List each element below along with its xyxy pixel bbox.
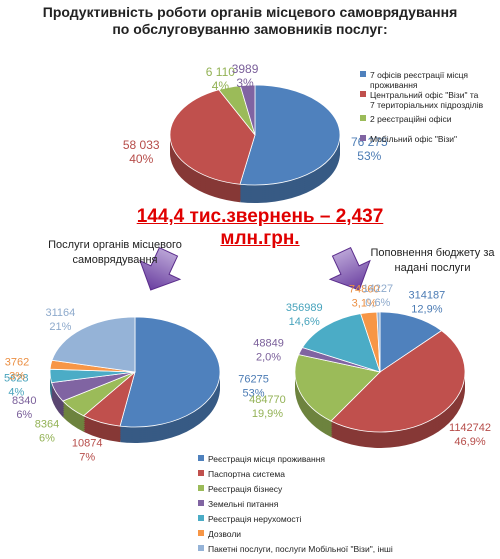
- legend-label: Дозволи: [208, 529, 242, 539]
- value-label: 76275: [238, 374, 269, 386]
- legend-swatch: [198, 455, 204, 461]
- slice: [239, 84, 341, 186]
- title: Продуктивність роботи органів місцевого …: [42, 4, 458, 37]
- legend-swatch: [360, 71, 366, 77]
- percent-label: 14,6%: [289, 316, 320, 328]
- legend-label: Реєстрація бізнесу: [208, 484, 283, 494]
- legend-label: Мобільний офіс "Візи": [370, 134, 458, 144]
- value-label: 8364: [35, 419, 59, 431]
- value-label: 5628: [4, 372, 28, 384]
- slice: [301, 313, 381, 373]
- value-label: 74860: [349, 284, 380, 296]
- slice: [239, 84, 256, 136]
- legend-label: Центральний офіс "Візи" та 7 територіаль…: [370, 90, 484, 110]
- legend-swatch: [198, 485, 204, 491]
- slice: [330, 330, 466, 433]
- slice: [294, 354, 381, 422]
- slice: [376, 311, 381, 373]
- percent-label: 40%: [129, 152, 153, 166]
- headline: 144,4 тис.звернень – 2,437 млн.грн.: [136, 206, 384, 249]
- percent-label: 46,9%: [454, 436, 485, 448]
- percent-label: 6%: [39, 433, 55, 445]
- value-label: 1142742: [449, 422, 491, 434]
- value-label: 484770: [249, 394, 286, 406]
- legend-swatch: [360, 91, 366, 97]
- legend-label: Паспортна система: [208, 469, 285, 479]
- legend-label: Реєстрація нерухомості: [208, 514, 302, 524]
- percent-label: 6%: [16, 409, 32, 421]
- legend-swatch: [198, 515, 204, 521]
- legend-label: Пакетні послуги, послуги Мобільної "Візи…: [208, 544, 393, 554]
- percent-label: 21%: [49, 321, 71, 333]
- value-label: 356989: [286, 302, 323, 314]
- percent-label: 53%: [243, 388, 265, 400]
- percent-label: 3%: [9, 371, 25, 383]
- legend-label: 2 реєстраційні офіси: [370, 114, 452, 124]
- value-label: 10874: [72, 437, 103, 449]
- legend-label: 7 офісів реєстрації місця проживання: [370, 70, 469, 90]
- value-label: 8340: [12, 395, 36, 407]
- percent-label: 0,6%: [365, 297, 390, 309]
- value-label: 3762: [5, 357, 29, 369]
- slice: [119, 316, 221, 428]
- arrow-label: Послуги органів місцевого самоврядування: [48, 239, 182, 266]
- value-label: 314187: [409, 290, 446, 302]
- slice: [169, 89, 256, 185]
- arrow-left: [139, 246, 182, 291]
- value-label: 3989: [232, 62, 259, 76]
- arrow-right: [328, 246, 371, 291]
- slice: [51, 316, 136, 373]
- legend-label: Земельні питання: [208, 499, 279, 509]
- legend-swatch: [198, 470, 204, 476]
- arrow-label: Поповнення бюджету за надані послуги: [370, 247, 495, 274]
- percent-label: 3%: [236, 76, 254, 90]
- percent-label: 53%: [357, 149, 381, 163]
- value-label: 31164: [45, 307, 75, 319]
- percent-label: 2,0%: [256, 352, 281, 364]
- percent-label: 19,9%: [252, 408, 283, 420]
- percent-label: 12,9%: [411, 304, 442, 316]
- legend-swatch: [360, 115, 366, 121]
- slice: [379, 311, 443, 373]
- legend-swatch: [360, 135, 366, 141]
- legend-swatch: [198, 545, 204, 551]
- value-label: 48849: [253, 338, 284, 350]
- legend-swatch: [198, 530, 204, 536]
- percent-label: 7%: [79, 451, 95, 463]
- percent-label: 4%: [212, 79, 230, 93]
- value-label: 14227: [363, 283, 394, 295]
- value-label: 58 033: [123, 138, 160, 152]
- percent-label: 4%: [8, 386, 24, 398]
- percent-label: 3,1%: [352, 298, 377, 310]
- legend-swatch: [198, 500, 204, 506]
- legend-label: Реєстрація місця проживання: [208, 454, 326, 464]
- value-label: 6 110: [206, 65, 235, 79]
